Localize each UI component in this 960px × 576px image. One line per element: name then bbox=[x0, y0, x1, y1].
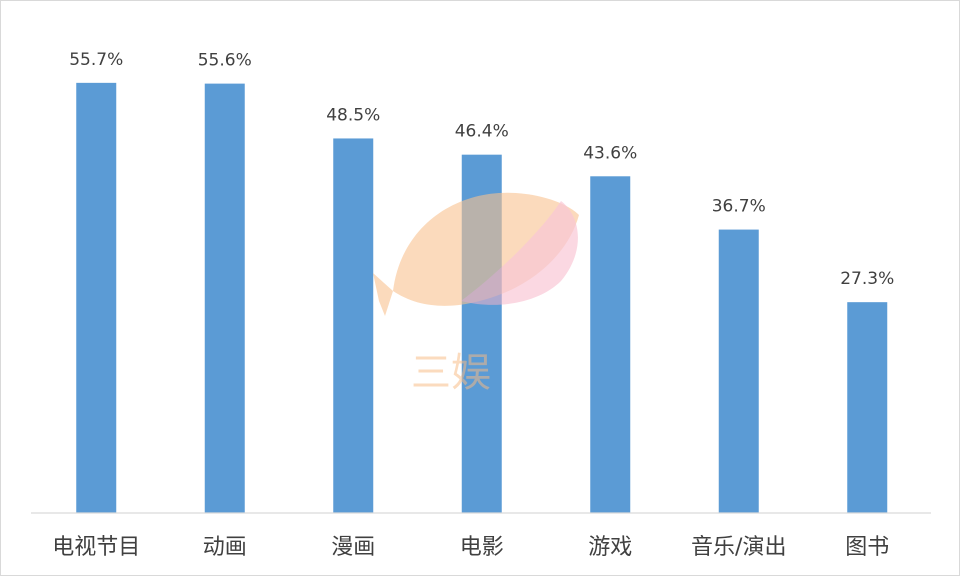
bar-2 bbox=[333, 138, 374, 513]
data-label-0: 55.7% bbox=[69, 50, 123, 70]
category-label-0: 电视节目 bbox=[52, 535, 140, 560]
category-label-2: 漫画 bbox=[331, 535, 375, 560]
category-label-1: 动画 bbox=[203, 535, 247, 560]
category-label-5: 音乐/演出 bbox=[691, 535, 786, 560]
bars-layer: 55.7% 电视节目 55.6% 动画 48.5% 漫画 46.4% 电影 43.6% 游戏 36.… bbox=[52, 50, 894, 560]
data-label-6: 27.3% bbox=[840, 269, 894, 289]
bar-4 bbox=[590, 176, 631, 513]
bar-1 bbox=[204, 83, 245, 513]
bar-6 bbox=[847, 302, 888, 513]
watermark-text: 三娱 bbox=[411, 350, 491, 396]
data-label-4: 43.6% bbox=[583, 143, 637, 163]
data-label-5: 36.7% bbox=[712, 197, 766, 217]
watermark-fish-tail bbox=[373, 273, 393, 316]
category-label-4: 游戏 bbox=[588, 535, 632, 560]
data-label-2: 48.5% bbox=[326, 105, 380, 125]
watermark-fish-body bbox=[393, 192, 579, 306]
bar-0 bbox=[76, 82, 117, 513]
watermark-fish-fin bbox=[461, 201, 578, 305]
category-label-6: 图书 bbox=[845, 535, 889, 560]
bar-5 bbox=[718, 229, 759, 514]
category-label-3: 电影 bbox=[460, 535, 504, 560]
data-label-1: 55.6% bbox=[198, 51, 252, 71]
watermark-logo: 三娱 bbox=[373, 192, 579, 396]
data-label-3: 46.4% bbox=[455, 122, 509, 142]
